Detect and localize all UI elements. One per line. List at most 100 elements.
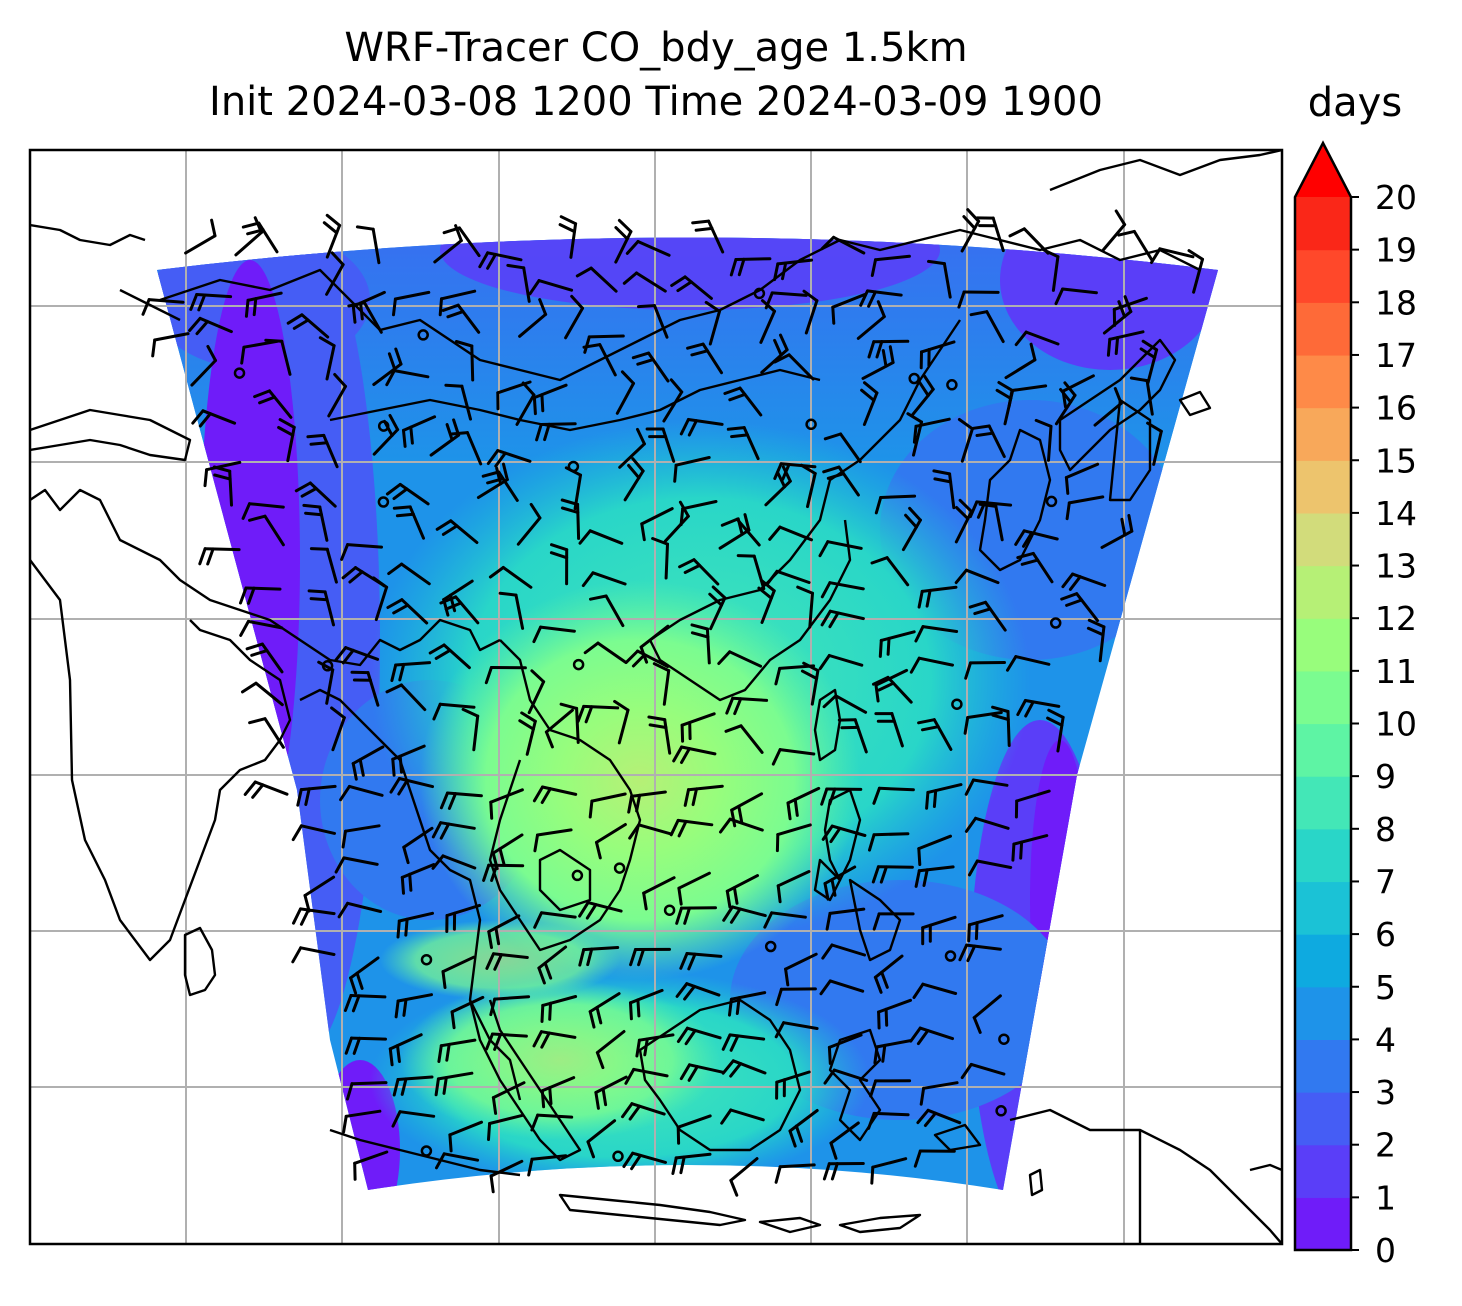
wind-barb	[969, 310, 1005, 343]
wind-barb	[595, 823, 627, 860]
wind-barb	[728, 991, 767, 1017]
wind-barb	[559, 702, 580, 744]
wind-barb	[870, 556, 910, 587]
wind-barb	[877, 998, 912, 1030]
wind-barb	[618, 427, 646, 469]
calm-wind-marker	[951, 698, 963, 710]
wind-barb	[621, 1102, 666, 1121]
wind-barb	[588, 992, 621, 1029]
wind-barb	[873, 954, 904, 994]
wind-barb	[822, 465, 860, 497]
wind-barb	[1061, 572, 1107, 591]
colorbar-segment	[1295, 565, 1351, 619]
wind-barb	[532, 383, 568, 416]
calm-wind-marker	[613, 862, 626, 874]
wind-barb	[691, 219, 725, 254]
wind-barb	[823, 1068, 869, 1085]
wind-barb	[1034, 418, 1053, 462]
wind-barb	[963, 711, 1003, 735]
wind-barb	[1086, 618, 1106, 663]
wind-barb	[679, 418, 724, 437]
colorbar-tick-label: 13	[1375, 547, 1417, 586]
colorbar-segment	[1295, 249, 1351, 303]
colorbar-tick-label: 18	[1375, 283, 1417, 322]
wind-barb	[594, 1075, 628, 1110]
wind-barb	[296, 784, 337, 807]
wind-barb	[343, 994, 387, 1013]
wind-barb	[527, 669, 546, 715]
wind-barb	[341, 824, 381, 849]
colorbar-segment	[1295, 197, 1351, 251]
wind-barb	[334, 646, 380, 665]
colorbar-tick-label: 7	[1375, 862, 1396, 901]
wind-barb	[484, 666, 527, 685]
wind-barb	[558, 215, 578, 259]
wind-barb	[595, 1030, 626, 1070]
wind-barb	[872, 912, 915, 931]
colorbar-tick-label: 19	[1375, 231, 1417, 270]
wind-barb	[337, 901, 383, 919]
wind-barb	[589, 594, 625, 628]
wind-barb	[325, 251, 345, 296]
wind-barb	[518, 298, 548, 338]
wind-barb	[1093, 387, 1123, 427]
wind-barb	[402, 415, 437, 448]
colorbar-segment	[1295, 302, 1351, 356]
calm-wind-marker	[764, 940, 777, 953]
wind-barb	[347, 301, 383, 334]
wind-barb	[916, 1108, 962, 1127]
wind-barb	[442, 226, 481, 258]
wind-barb	[827, 1033, 863, 1065]
colorbar-segment	[1295, 407, 1351, 461]
wind-barb	[402, 826, 434, 865]
colorbar-tick-label: 3	[1375, 1073, 1396, 1112]
wind-barb	[629, 947, 671, 967]
wind-barb	[686, 342, 723, 375]
wind-barb	[818, 654, 864, 671]
wind-barb	[671, 1152, 712, 1175]
wind-barb	[327, 373, 347, 418]
colorbar-segment	[1295, 881, 1351, 935]
wind-barb	[439, 791, 483, 810]
wind-barb	[582, 343, 617, 377]
colorbar-segment	[1295, 934, 1351, 988]
wind-barb	[189, 293, 233, 312]
wind-barb	[991, 705, 1011, 747]
wind-barb	[302, 503, 329, 542]
wind-barb	[861, 345, 895, 380]
wind-barb	[968, 600, 1007, 632]
wind-barb	[708, 585, 727, 631]
wind-barb	[1054, 381, 1077, 426]
wind-barb	[910, 374, 935, 418]
wind-barb	[717, 650, 763, 668]
wind-barb	[622, 271, 667, 293]
wind-barb	[675, 982, 721, 1001]
wind-barb	[971, 424, 1006, 458]
wind-barb	[532, 1030, 577, 1049]
colorbar-tick-label: 4	[1375, 1020, 1396, 1059]
calm-wind-marker	[572, 658, 585, 671]
colorbar-segment	[1295, 1197, 1351, 1251]
wind-barb	[575, 266, 618, 293]
wind-barb	[919, 1081, 959, 1106]
colorbar-segment	[1295, 670, 1351, 725]
wind-barb	[676, 1114, 712, 1145]
wind-barb	[294, 481, 337, 508]
wind-barb	[533, 911, 577, 929]
colorbar-tick-label: 14	[1375, 494, 1417, 533]
calm-wind-marker	[998, 1033, 1010, 1045]
wind-barb	[241, 221, 279, 254]
wind-barb	[286, 313, 330, 339]
wind-barb	[391, 744, 426, 777]
wind-barb	[622, 1151, 667, 1171]
wind-barb	[821, 943, 866, 960]
wind-barb	[958, 943, 1002, 963]
wind-barb	[540, 1076, 576, 1109]
wind-barb	[1100, 514, 1134, 549]
colorbar-tick-label: 0	[1375, 1231, 1396, 1270]
wind-barb	[441, 955, 476, 989]
wind-barb	[673, 456, 711, 483]
wind-barb	[489, 788, 524, 820]
wind-barb	[873, 1039, 912, 1065]
